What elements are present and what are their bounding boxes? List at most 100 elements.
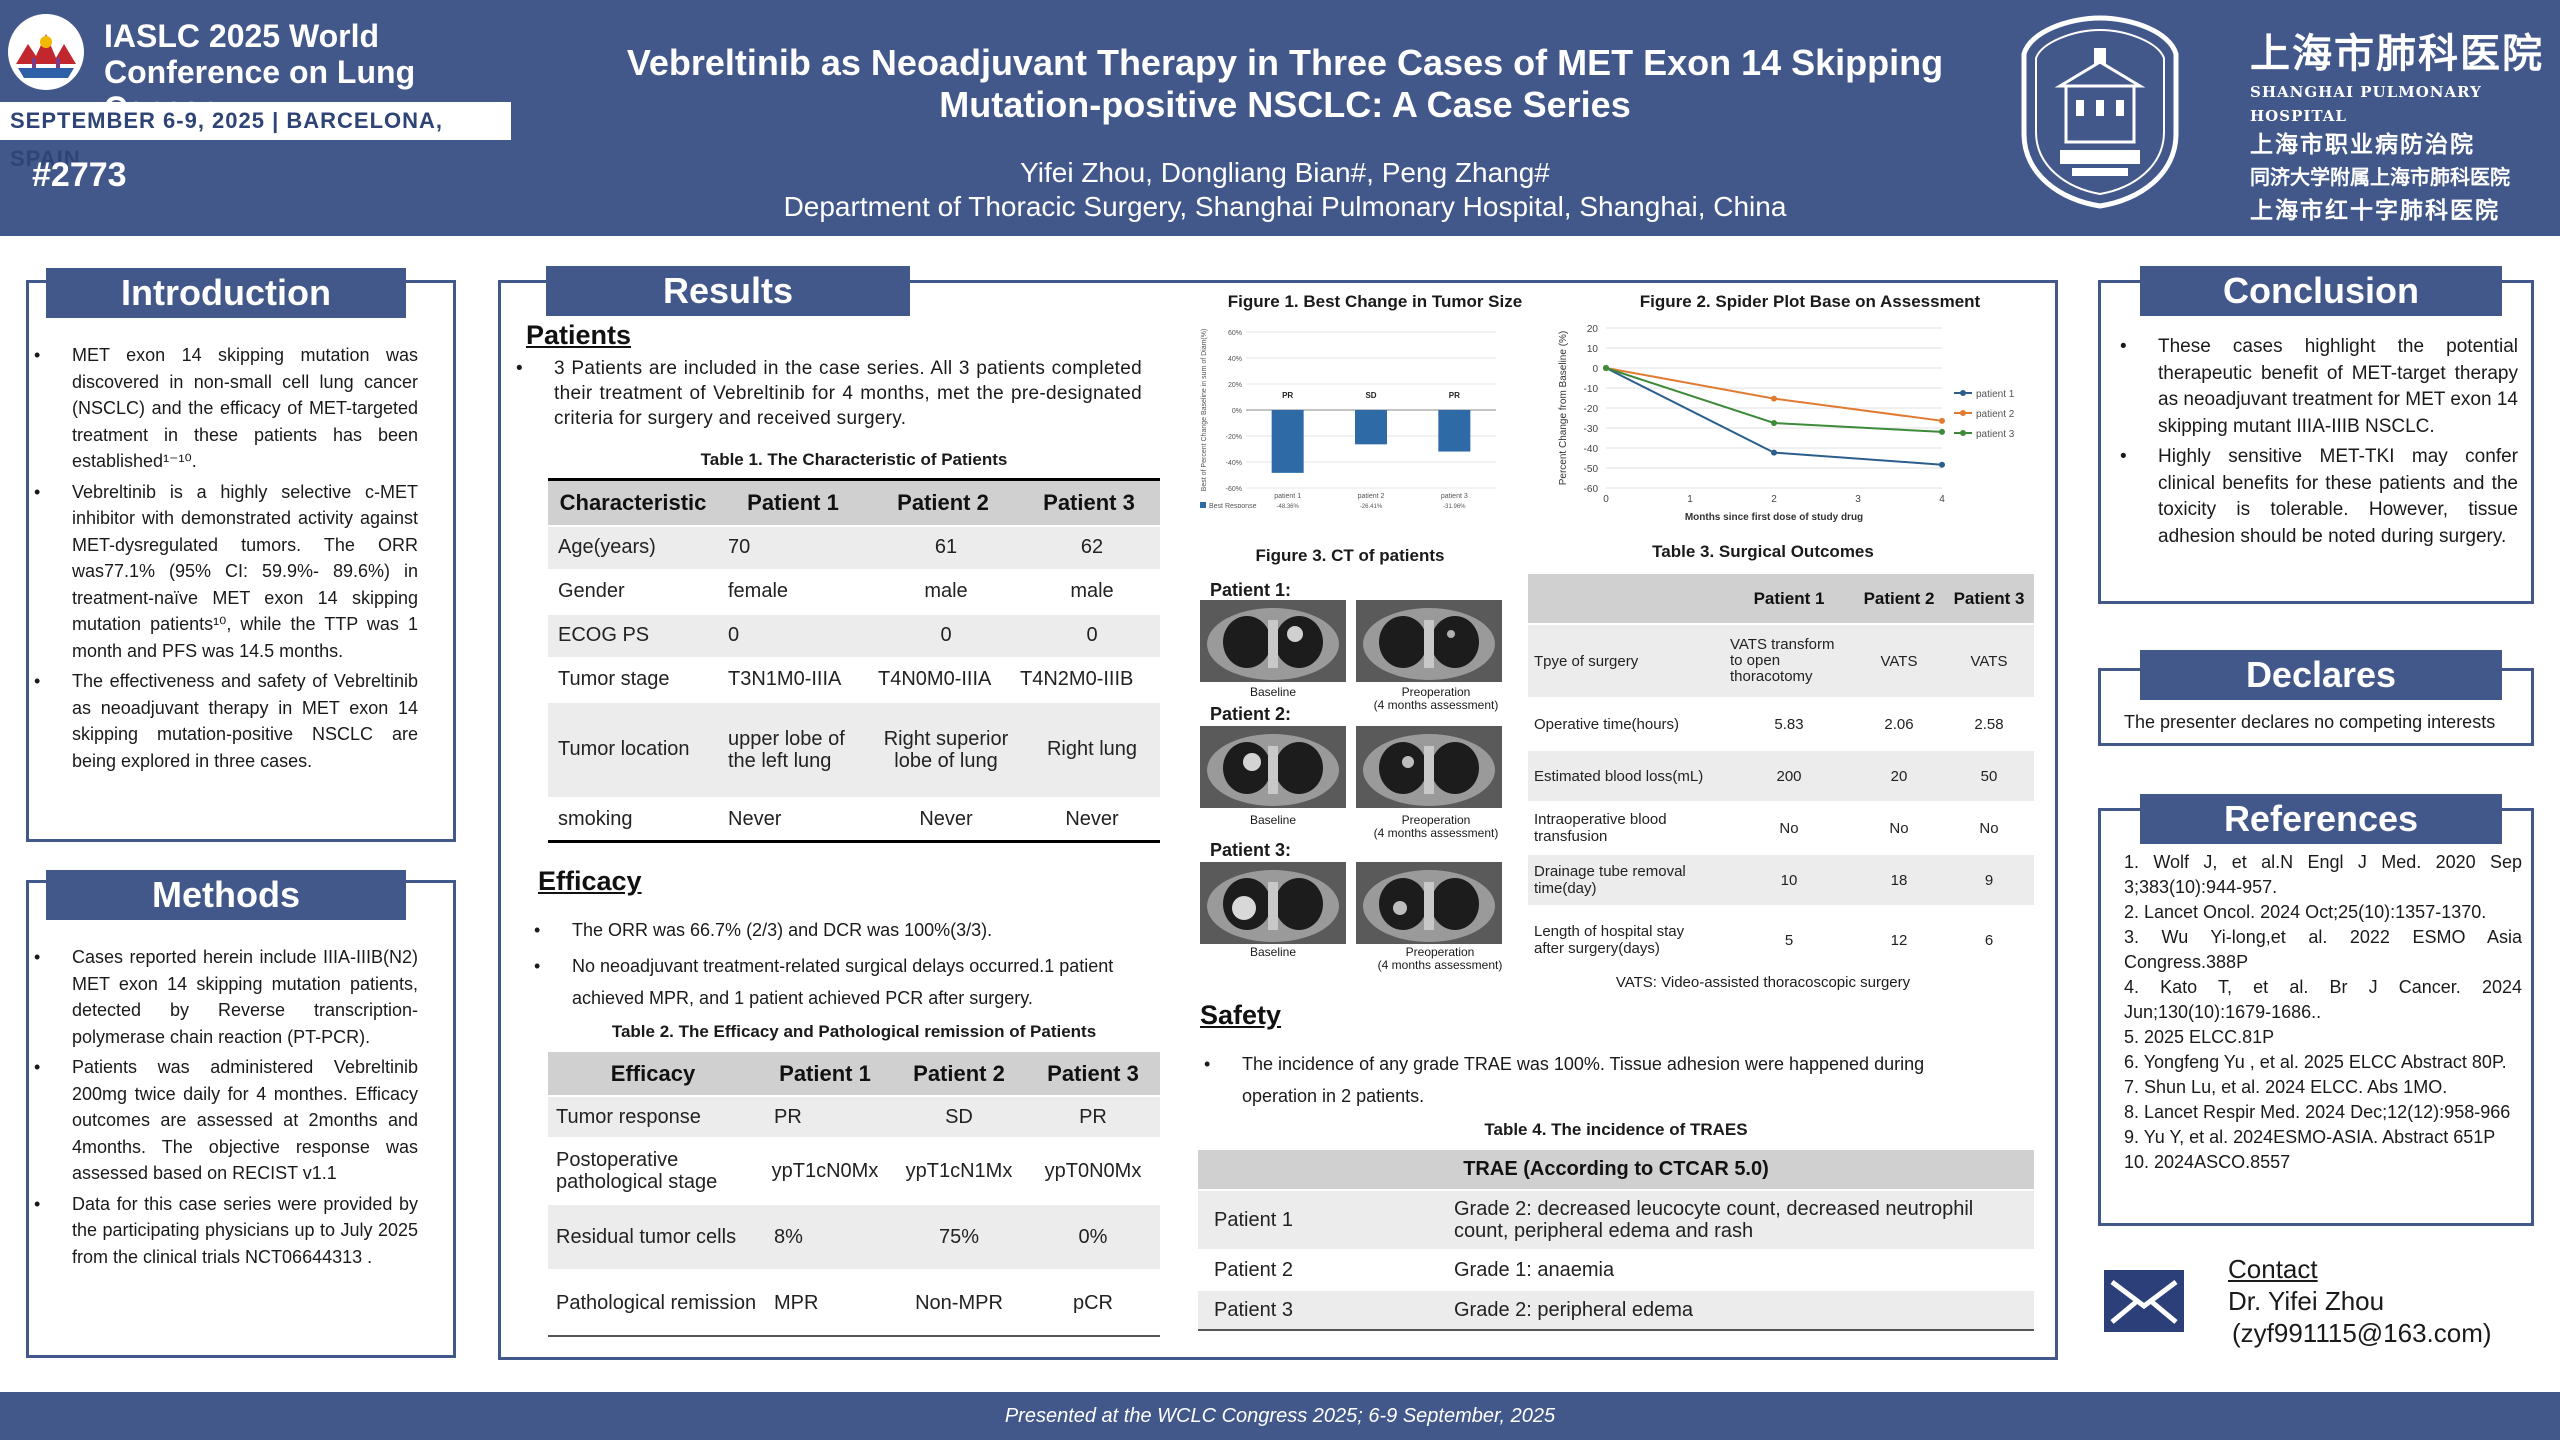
bar-value-label: -31.96% <box>1443 504 1466 508</box>
introduction-bullet: Vebreltinib is a highly selective c-MET … <box>26 479 418 665</box>
figure1-bar-chart: 60% 40% 20% 0% -20% -40% -60% Best of Percent C… <box>1200 329 1496 508</box>
poster-title: Vebreltinib as Neoadjuvant Therapy in Th… <box>626 42 1944 125</box>
ct-patient3-baseline-label: Baseline <box>1249 945 1297 959</box>
preop-label: Preoperation <box>1405 945 1475 959</box>
table-cell: Tpye of surgery <box>1528 624 1724 698</box>
legend-marker <box>1960 430 1966 436</box>
hospital-alt-name-2: 同济大学附属上海市肺科医院 <box>2250 165 2510 189</box>
table-cell: 5 <box>1784 931 1794 949</box>
table-cell: Right lung <box>1018 701 1160 798</box>
y-tick-label: 40% <box>1228 356 1242 363</box>
envelope-icon <box>2104 1270 2184 1332</box>
conclusion-bullet: These cases highlight the potential ther… <box>2112 334 2518 440</box>
data-point <box>1771 395 1777 402</box>
table-cell: male <box>924 580 968 602</box>
table-cell: ypT1cN0Mx <box>771 1159 879 1182</box>
declares-heading: Declares <box>2140 650 2502 700</box>
table-cell: 2.06 <box>1884 715 1914 733</box>
references-list: 1. Wolf J, et al.N Engl J Med. 2020 Sep … <box>2124 850 2522 1175</box>
legend-label: patient 1 <box>1976 389 2015 400</box>
reference-item: 6. Yongfeng Yu , et al. 2025 ELCC Abstra… <box>2124 1052 2507 1072</box>
table-cell: Grade 1: anaemia <box>1454 1258 1615 1281</box>
table-cell: Patient 3 <box>1198 1290 1438 1330</box>
x-axis-label: Months since first dose of study drug <box>1685 512 1863 523</box>
y-tick-label: 20 <box>1587 324 1599 335</box>
data-point <box>1771 420 1777 426</box>
poster-affiliation: Department of Thoracic Surgery, Shanghai… <box>783 191 1787 222</box>
safety-list: The incidence of any grade TRAE was 100%… <box>1196 1048 1996 1116</box>
hospital-name-cn: 上海市肺科医院 <box>2250 30 2544 77</box>
preop-sublabel: (4 months assessment) <box>1373 698 1499 712</box>
ct-patient2-preop-label: Preoperation (4 months assessment) <box>1356 814 1516 840</box>
table-row: Residual tumor cells 8% 75% 0% <box>548 1204 1160 1270</box>
ct-patient1-preop-label: Preoperation (4 months assessment) <box>1356 686 1516 712</box>
y-tick-label: -40 <box>1584 444 1599 455</box>
table-cell: 200 <box>1724 750 1854 802</box>
y-tick-label: -40% <box>1226 460 1242 467</box>
table-cell: ypT0N0Mx <box>1044 1159 1142 1182</box>
legend-marker <box>1960 410 1966 416</box>
table3-header: Patient 1 <box>1724 574 1854 624</box>
table-cell: Never <box>868 797 1018 843</box>
table-cell: 62 <box>1018 525 1160 570</box>
data-point <box>1939 417 1945 424</box>
table-cell: 0% <box>1026 1204 1160 1270</box>
table-cell: 61 <box>868 525 1018 570</box>
table-cell: Grade 2: decreased leucocyte count, decr… <box>1438 1190 2034 1250</box>
header-banner: IASLC 2025 World Conference on Lung Canc… <box>0 0 2560 236</box>
table-row: Patient 2 Grade 1: anaemia <box>1198 1250 2034 1290</box>
table-cell: Tumor location <box>548 701 718 798</box>
table-cell: male <box>1070 580 1114 602</box>
reference-item: 8. Lancet Respir Med. 2024 Dec;12(12):95… <box>2124 1102 2511 1122</box>
table-cell: Grade 2: peripheral edema <box>1438 1290 2034 1330</box>
y-tick-label: -60% <box>1226 486 1242 493</box>
table-row: smoking Never Never Never <box>548 797 1160 843</box>
table-cell: Operative time(hours) <box>1534 715 1680 733</box>
table-cell: 0 <box>1018 613 1160 658</box>
data-point <box>1771 449 1777 456</box>
ct-patient1-preop-image <box>1356 600 1502 682</box>
table3-header: Patient 3 <box>1944 574 2034 624</box>
table-cell: Never <box>718 797 868 843</box>
table-row: Patient 3 Grade 2: peripheral edema <box>1198 1290 2034 1330</box>
safety-section-title: Safety <box>1200 1000 1282 1030</box>
table-cell: VATS <box>1854 624 1944 698</box>
table-cell: T4N2M0-IIIB <box>1020 668 1134 690</box>
contact-email[interactable]: (zyf991115@163.com) <box>2232 1318 2492 1348</box>
conference-date-location: SEPTEMBER 6-9, 2025 | BARCELONA, SPAIN <box>0 102 511 171</box>
table-cell: Postoperative pathological stage <box>556 1149 718 1193</box>
data-point <box>1603 365 1609 371</box>
table-cell: ECOG PS <box>548 613 718 658</box>
conference-logo <box>8 14 84 90</box>
table-cell: smoking <box>548 797 718 843</box>
reference-item: 5. 2025 ELCC.81P <box>2124 1027 2275 1047</box>
x-tick-label: 0 <box>1603 494 1609 505</box>
table3-footnote: VATS: Video-assisted thoracoscopic surge… <box>1615 974 1911 991</box>
trae-incidence-table: TRAE (According to CTCAR 5.0) Patient 1 … <box>1198 1150 2034 1331</box>
methods-bullet: Cases reported herein include IIIA-IIIB(… <box>26 944 418 1050</box>
contact-name: Dr. Yifei Zhou <box>2228 1286 2385 1316</box>
introduction-heading: Introduction <box>46 268 406 318</box>
bar-response-label: PR <box>1449 391 1460 400</box>
patient-characteristics-table: Characteristic Patient 1 Patient 2 Patie… <box>548 478 1160 843</box>
y-tick-label: -20% <box>1226 434 1242 441</box>
conclusion-list: These cases highlight the potential ther… <box>2112 334 2518 554</box>
bar <box>1271 410 1304 473</box>
efficacy-bullet: No neoadjuvant treatment-related surgica… <box>526 950 1146 1014</box>
x-tick-label: 2 <box>1771 494 1777 505</box>
table-cell: Gender <box>558 580 625 602</box>
table-cell: SD <box>892 1096 1026 1138</box>
ct-patient2-baseline-image <box>1200 726 1346 808</box>
table-cell: 18 <box>1854 854 1944 906</box>
table-cell: MPR <box>774 1291 819 1314</box>
table-cell: Tumor response <box>548 1096 758 1138</box>
table-cell: upper lobe of the left lung <box>718 701 868 798</box>
table-cell: Non-MPR <box>915 1291 1003 1314</box>
table-cell: Intraoperative blood transfusion <box>1534 811 1667 845</box>
figure3-title: Figure 3. CT of patients <box>1255 546 1445 565</box>
y-tick-label: -60 <box>1584 484 1599 495</box>
table1-header: Patient 1 <box>718 478 868 526</box>
reference-item: 1. Wolf J, et al.N Engl J Med. 2020 Sep … <box>2124 852 2522 897</box>
table1-header: Patient 3 <box>1018 478 1160 526</box>
y-axis-label: Best of Percent Change Baseline in sum o… <box>1201 329 1208 492</box>
